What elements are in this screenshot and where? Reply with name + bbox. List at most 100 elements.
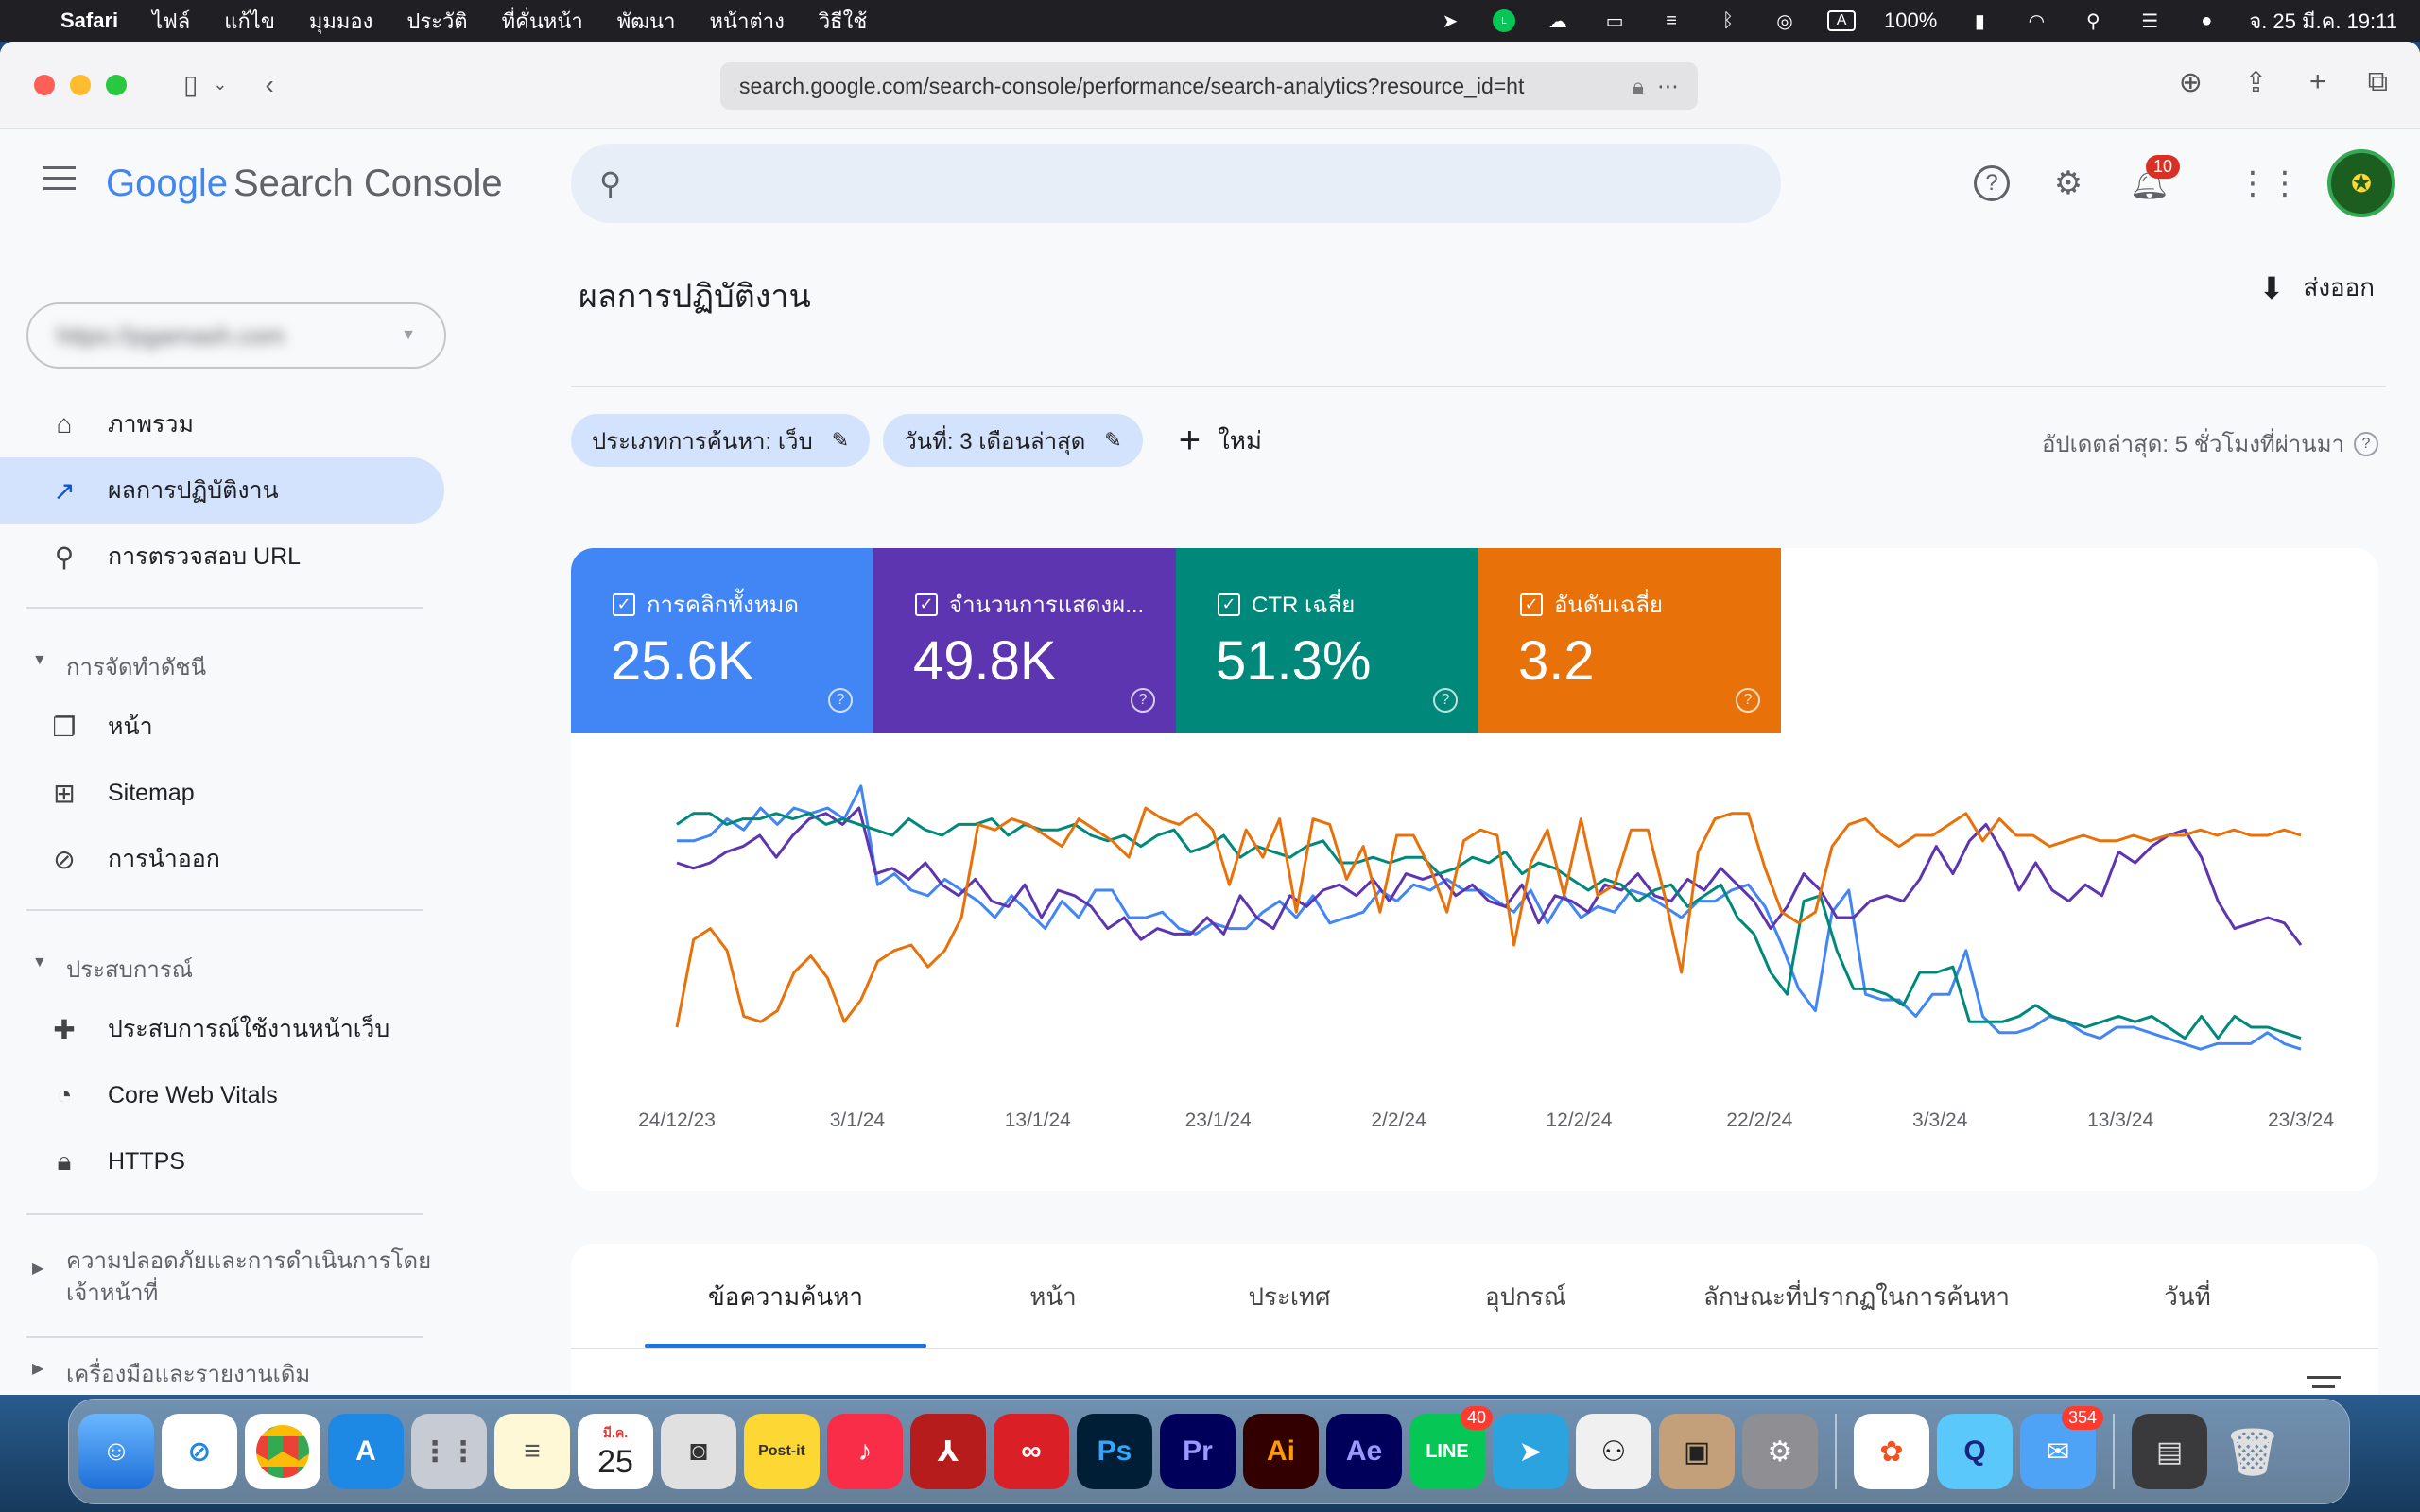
line-icon[interactable]: LINE 40 [1409, 1406, 1493, 1489]
search-console-logo[interactable]: Google Search Console [106, 163, 503, 205]
google-apps-icon[interactable]: ⋮⋮ [2237, 165, 2301, 201]
series-line-2[interactable] [676, 812, 2302, 1040]
menu-view[interactable]: มุมมอง [308, 9, 373, 33]
help-icon[interactable]: ? [1131, 688, 1155, 713]
creative-cloud-icon[interactable]: ∞ [994, 1414, 1069, 1489]
safari-icon[interactable]: ⊘ [162, 1414, 237, 1489]
sidebar-item-core-web-vitals[interactable]: ◔ Core Web Vitals [0, 1062, 444, 1128]
search-type-filter-chip[interactable]: ประเภทการค้นหา: เว็บ ✎ [571, 414, 871, 467]
airdrop-icon[interactable]: ◎ [1776, 10, 1793, 32]
help-icon[interactable]: ? [1736, 688, 1760, 713]
help-icon[interactable]: ? [1974, 165, 2010, 201]
checkbox-checked-icon[interactable]: ✓ [1520, 593, 1543, 616]
spotlight-icon[interactable]: ⚲ [2085, 10, 2100, 32]
series-line-1[interactable] [676, 806, 2303, 946]
menu-app-safari[interactable]: Safari [60, 9, 119, 32]
tab-pages[interactable]: หน้า [1029, 1282, 1077, 1311]
acrobat-icon[interactable]: ⅄ [910, 1414, 986, 1489]
wd-drive-icon[interactable]: ▭ [1605, 10, 1624, 32]
main-menu-icon[interactable] [43, 166, 76, 191]
app-store-icon[interactable]: A [328, 1414, 404, 1489]
battery-icon[interactable]: ▮ [1974, 10, 1985, 32]
voice-app-icon[interactable]: ⚇ [1576, 1414, 1651, 1489]
tab-search-appearance[interactable]: ลักษณะที่ปรากฏในการค้นหา [1703, 1282, 2010, 1311]
menu-develop[interactable]: พัฒนา [616, 9, 676, 33]
section-experience[interactable]: ▼ ประสบการณ์ [0, 951, 444, 988]
zoom-window-button[interactable] [106, 74, 127, 95]
tab-dates[interactable]: วันที่ [2164, 1282, 2211, 1311]
date-filter-chip[interactable]: วันที่: 3 เดือนล่าสุด ✎ [883, 414, 1143, 467]
new-tab-icon[interactable]: + [2309, 66, 2326, 97]
input-source-icon[interactable]: A [1827, 10, 1857, 31]
wifi-icon[interactable]: ◠ [2028, 10, 2046, 32]
back-arrow-icon[interactable]: ‹ [265, 69, 274, 99]
filter-rows-icon[interactable] [2307, 1376, 2341, 1395]
screenshot-icon[interactable]: ◙ [661, 1414, 736, 1489]
notes-icon[interactable]: ≡ [494, 1414, 570, 1489]
quicktime-icon[interactable]: Q [1937, 1414, 2013, 1489]
siri-icon[interactable]: ● [2201, 9, 2213, 31]
premiere-icon[interactable]: Pr [1160, 1414, 1236, 1489]
launchpad-icon[interactable]: ⋮⋮ [411, 1414, 487, 1489]
mail-icon[interactable]: ✉ 354 [2020, 1406, 2103, 1489]
export-button[interactable]: ⬇ ส่งออก [2259, 268, 2375, 307]
settings-icon[interactable]: ⚙ [2053, 165, 2083, 201]
section-legacy-tools[interactable]: ▶ เครื่องมือและรายงานเดิม [0, 1355, 444, 1392]
sidebar-item-page-experience[interactable]: ✚ ประสบการณ์ใช้งานหน้าเว็บ [0, 996, 444, 1062]
tab-countries[interactable]: ประเทศ [1248, 1282, 1331, 1311]
menu-history[interactable]: ประวัติ [406, 9, 468, 33]
sidebar-item-url-inspection[interactable]: ⚲ การตรวจสอบ URL [0, 524, 444, 590]
sidebar-item-performance[interactable]: ↗ ผลการปฏิบัติงาน [0, 457, 444, 524]
photo-booth-icon[interactable]: ▣ [1659, 1414, 1735, 1489]
menu-window[interactable]: หน้าต่าง [709, 9, 785, 33]
tab-devices[interactable]: อุปกรณ์ [1485, 1282, 1566, 1311]
downloads-icon[interactable]: ⊕ [2178, 67, 2203, 98]
chevron-down-icon[interactable]: ⌄ [213, 75, 228, 94]
minimize-window-button[interactable] [70, 74, 91, 95]
finder-icon[interactable]: ☺ [78, 1414, 154, 1489]
notifications-bell-icon[interactable]: 🔔︎ 10 [2127, 155, 2180, 206]
inspect-url-search[interactable]: ⚲ [571, 144, 1781, 223]
menu-clock[interactable]: จ. 25 มี.ค. 19:11 [2249, 9, 2397, 33]
account-avatar[interactable]: ✪ [2327, 149, 2395, 217]
metric-average-ctr[interactable]: ✓ CTR เฉลี่ย 51.3% ? [1176, 548, 1478, 733]
sidebar-item-pages[interactable]: ❐ หน้า [0, 694, 444, 760]
post-it-icon[interactable]: Post-it [744, 1414, 820, 1489]
bluetooth-icon[interactable]: ᛒ [1722, 9, 1735, 31]
system-settings-icon[interactable]: ⚙ [1742, 1414, 1818, 1489]
telegram-icon[interactable]: ➤ [1493, 1414, 1568, 1489]
sidebar-item-sitemap[interactable]: ⊞ Sitemap [0, 760, 444, 826]
control-center-icon[interactable]: ☰ [2141, 10, 2159, 32]
metric-total-clicks[interactable]: ✓ การคลิกทั้งหมด 25.6K ? [571, 548, 873, 733]
metric-average-position[interactable]: ✓ อันดับเฉลี่ย 3.2 ? [1478, 548, 1781, 733]
series-line-3[interactable] [675, 806, 2302, 1028]
metric-impressions[interactable]: ✓ จำนวนการแสดงผ... 49.8K ? [873, 548, 1176, 733]
series-line-0[interactable] [677, 784, 2302, 1051]
checkbox-checked-icon[interactable]: ✓ [915, 593, 938, 616]
calendar-icon[interactable]: มี.ค. 25 [578, 1414, 653, 1489]
books-status-icon[interactable]: ≡ [1666, 9, 1677, 31]
section-security[interactable]: ▶ ความปลอดภัยและการดำเนินการโดย เจ้าหน้า… [0, 1246, 444, 1310]
section-indexing[interactable]: ▼ การจัดทำดัชนี [0, 648, 444, 685]
performance-line-chart[interactable]: 24/12/23 3/1/24 13/1/24 23/1/24 2/2/24 12/2/2… [571, 733, 2378, 1191]
illustrator-icon[interactable]: Ai [1243, 1414, 1319, 1489]
sidebar-toggle-icon[interactable]: ▯ [183, 70, 199, 99]
photos-icon[interactable]: ✿ [1854, 1414, 1929, 1489]
menu-edit[interactable]: แก้ไข [224, 9, 275, 33]
photoshop-icon[interactable]: Ps [1077, 1414, 1152, 1489]
tab-queries[interactable]: ข้อความค้นหา [707, 1282, 864, 1311]
help-icon[interactable]: ? [1433, 688, 1458, 713]
music-icon[interactable]: ♪ [827, 1414, 903, 1489]
sidebar-item-https[interactable]: 🔒︎ HTTPS [0, 1128, 444, 1194]
menu-bookmarks[interactable]: ที่คั่นหน้า [501, 9, 583, 33]
chrome-icon[interactable] [245, 1414, 320, 1489]
address-bar[interactable]: search.google.com/search-console/perform… [720, 62, 1698, 110]
sidebar-item-removals[interactable]: ⊘ การนำออก [0, 826, 444, 892]
more-options-icon[interactable]: ⋯ [1657, 73, 1679, 98]
menu-file[interactable]: ไฟล์ [152, 9, 191, 33]
property-selector[interactable]: https://pgamash.com ▼ [26, 302, 446, 369]
checkbox-checked-icon[interactable]: ✓ [1218, 593, 1240, 616]
location-icon[interactable]: ➤ [1442, 10, 1459, 32]
sidebar-item-overview[interactable]: ⌂ ภาพรวม [0, 391, 444, 457]
checkbox-checked-icon[interactable]: ✓ [613, 593, 635, 616]
